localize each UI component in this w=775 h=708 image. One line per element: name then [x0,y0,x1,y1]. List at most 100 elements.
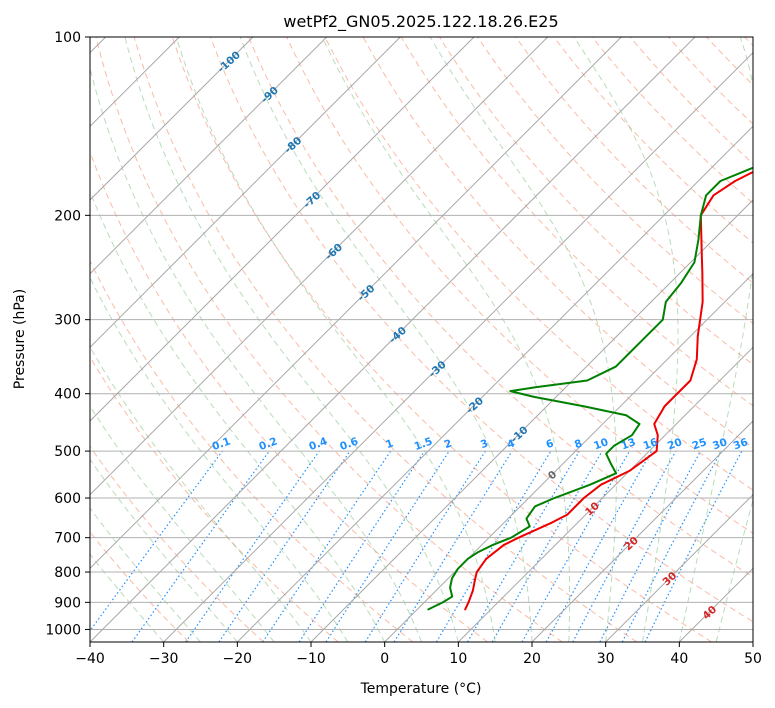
dewpoint-profile-line [427,166,753,611]
y-tick-label: 400 [54,387,81,403]
isotherm-line [90,37,549,496]
isotherm-line [384,272,753,642]
x-tick-label: 50 [744,651,762,667]
y-tick-label: 200 [54,208,81,224]
mixing-ratio-label: 0.4 [307,435,329,453]
y-tick-label: 500 [54,444,81,460]
y-tick-label: 700 [54,531,81,547]
dry-adiabat-line [90,259,414,642]
isotherm-line [752,641,753,642]
mixing-ratio-line [218,450,351,642]
isotherm-line [90,37,328,275]
mixing-ratio-label: 13 [620,436,638,452]
y-tick-label: 300 [54,313,81,329]
moist-adiabat-line [429,37,617,642]
moist-adiabat-line [90,405,275,642]
x-axis-label: Temperature (°C) [360,681,482,697]
mixing-ratio-label: 4 [506,437,517,451]
mixing-ratio-label: 0.6 [338,435,360,453]
profile-series [427,166,753,611]
mixing-ratio-label: 36 [732,436,750,452]
moist-adiabat-line [752,640,753,642]
moist-adiabat-line [90,507,201,642]
line-labels: 0.1 0.2 0.4 0.6 1 1.5 2 3 4 6 8 10 13 16 20 25 30 36-100-… [211,49,750,622]
temperature-profile-line [464,170,753,611]
moist-adiabat-line [239,37,533,642]
moist-adiabat-line [715,498,753,642]
x-tick-label: 20 [523,651,541,667]
mixing-ratio-label: 0.2 [257,435,279,453]
chart-title: wetPf2_GN05.2025.122.18.26.E25 [283,12,558,32]
y-axis-ticks: 100 200 300 400 500 600 700 800 900 1000 [45,30,90,638]
dry-adiabat-line [90,445,264,642]
dry-adiabat-line [515,37,753,284]
dry-adiabat-line [324,37,753,491]
isotherm-line [236,125,753,642]
mixing-ratio-label: 25 [691,436,709,452]
plot-frame [89,36,754,643]
mixing-ratio-label: 20 [666,436,684,452]
y-tick-label: 600 [54,491,81,507]
dry-adiabat-line [95,37,563,642]
y-tick-label: 100 [54,30,81,46]
dry-adiabat-line [210,37,753,623]
isotherm-line [90,37,475,422]
x-axis-ticks: −40 −30 −20 −10 0 10 20 30 40 50 [75,642,762,667]
mixing-ratio-label: 16 [642,436,660,452]
isotherm-line [531,420,753,642]
mixing-ratio-label: 0.1 [211,435,233,453]
x-tick-label: 30 [597,651,615,667]
dry-adiabat-line [248,37,753,578]
x-tick-label: −20 [223,651,253,667]
y-tick-label: 900 [54,595,81,611]
moist-adiabat-line [90,66,422,642]
mixing-ratio-line [521,450,631,642]
mixing-ratio-line [393,450,513,642]
mixing-ratio-label: 10 [592,436,610,452]
x-tick-label: −40 [75,651,105,667]
moist-adiabat-line [90,189,386,642]
mixing-ratio-line [131,450,270,642]
mixing-ratio-label: 1 [384,437,395,451]
moist-adiabat-line [678,37,753,642]
x-tick-label: −10 [296,651,326,667]
dry-adiabat-line [629,37,753,165]
dry-adiabat-line [591,37,753,204]
moist-adiabat-line [90,458,238,642]
mixing-ratio-label: 30 [711,436,729,452]
x-tick-label: 40 [670,651,688,667]
y-tick-label: 800 [54,565,81,581]
mixing-ratio-line [90,450,223,632]
pressure-gridlines [90,37,753,630]
isotherm-line [90,37,696,642]
y-tick-label: 1000 [45,622,81,638]
mixing-ratio-label: 2 [443,437,454,451]
isotherm-line [310,199,753,642]
mixing-ratio-label: 1.5 [413,435,435,453]
isotherm-line [605,493,753,642]
dry-adiabat-line [477,37,753,325]
mixing-ratio-lines [90,450,743,642]
mixing-ratio-line [545,450,653,642]
isotherm-lines [90,37,753,642]
mixing-ratio-line [262,450,392,642]
moist-adiabat-line [90,276,349,642]
x-tick-label: 0 [380,651,389,667]
dry-adiabat-line [133,37,638,642]
mixing-ratio-line [572,450,677,642]
mixing-ratio-line [185,450,320,642]
isotherm-line [90,37,622,570]
isotherm-line [457,346,753,642]
mixing-ratio-line [644,450,743,642]
moist-adiabat-line [90,553,165,642]
x-tick-label: −30 [149,651,179,667]
dry-adiabat-line [171,37,712,642]
dry-adiabat-line [400,37,753,407]
moist-adiabat-line [321,37,571,642]
x-tick-label: 10 [449,651,467,667]
isotherm-line [90,37,401,349]
y-axis-label: Pressure (hPa) [12,289,28,389]
isotherm-line [90,37,254,201]
isotherm-line [163,51,753,642]
